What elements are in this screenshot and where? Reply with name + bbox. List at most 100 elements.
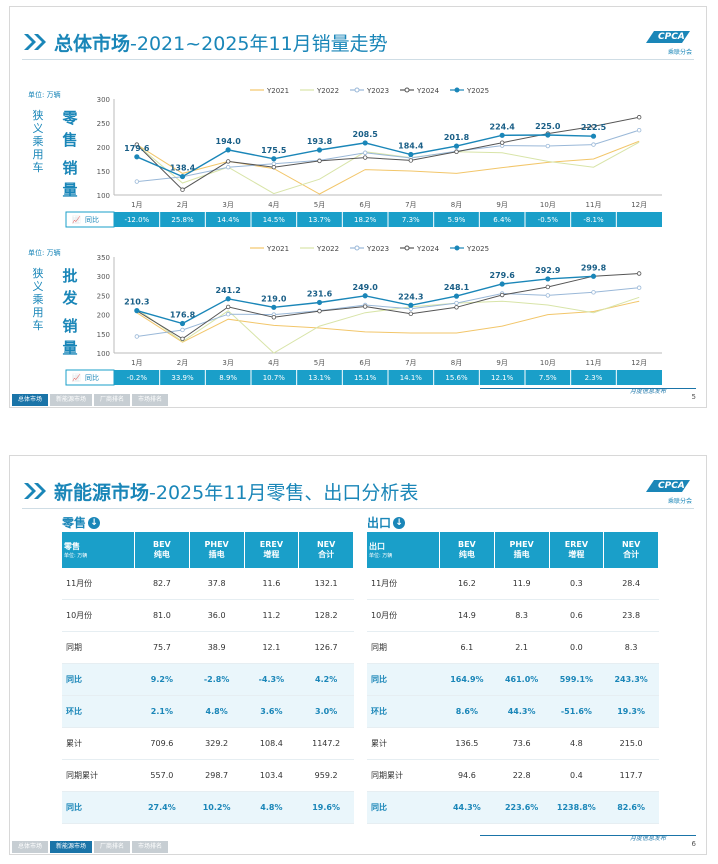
legend-entry: Y2022	[316, 245, 339, 253]
table-cell: 243.3%	[603, 663, 659, 696]
corner-unit: 单位: 万辆	[369, 553, 393, 559]
footer-tab-nev[interactable]: 新能源市场	[50, 394, 93, 406]
footer-tab-nev[interactable]: 新能源市场	[50, 841, 93, 853]
x-tick-label: 5月	[314, 359, 325, 367]
legend-entry: Y2021	[266, 87, 289, 95]
table-cell: 82.6%	[603, 791, 659, 824]
table-cell: 11.6	[244, 568, 299, 600]
table-cell: 82.7	[134, 568, 190, 600]
footer-tab-market-ranking[interactable]: 市场排名	[132, 841, 169, 853]
data-point	[271, 156, 277, 162]
legend-marker	[354, 245, 360, 251]
yoy-value: 15.1%	[354, 374, 377, 382]
data-point	[453, 293, 460, 299]
column-header-en: BEV	[457, 540, 476, 549]
y-tick-label: 200	[97, 144, 110, 152]
data-point	[499, 281, 505, 287]
y-tick-label: 250	[97, 292, 110, 300]
footer-tab-maker-ranking[interactable]: 厂商排名	[94, 841, 131, 853]
yoy-value: 13.1%	[308, 374, 331, 382]
table-cell: 11.2	[244, 599, 299, 632]
data-point	[590, 133, 597, 139]
column-header: NEV 合计	[603, 532, 659, 568]
x-tick-label: 7月	[405, 201, 416, 209]
table-cell: 117.7	[603, 759, 659, 792]
yoy-strip	[66, 212, 662, 227]
yoy-value: 8.9%	[219, 374, 237, 382]
column-header-en: NEV	[621, 540, 641, 549]
table-cell: 0.6	[549, 599, 604, 632]
column-header-en: EREV	[564, 540, 589, 549]
table-cell: 136.5	[439, 727, 495, 760]
table-cell: 3.6%	[244, 695, 299, 728]
column-header-en: BEV	[152, 540, 171, 549]
table-cell: 81.0	[134, 599, 190, 632]
slide-overall-market: 总体市场 -2021~2025年11月销量走势 CPCA 乘联分会 单位: 万辆…	[9, 6, 707, 408]
table-cell: 164.9%	[439, 663, 495, 696]
footer-nav: 总体市场 新能源市场 厂商排名 市场排名	[10, 393, 706, 407]
table-cell: 14.9	[439, 599, 495, 632]
x-tick-label: 6月	[359, 359, 370, 367]
data-label: 279.6	[490, 271, 516, 280]
data-point	[316, 299, 323, 306]
legend-marker	[454, 87, 460, 93]
series-line-y2023	[136, 287, 640, 337]
footer-tab-overall[interactable]: 总体市场	[12, 394, 49, 406]
legend-marker	[354, 87, 360, 93]
legend-marker	[454, 245, 460, 251]
data-point	[225, 159, 231, 164]
table-cell: 4.8	[549, 727, 604, 760]
series-line-y2021	[136, 300, 640, 343]
slide-nev-market: 新能源市场 -2025年11月零售、出口分析表 CPCA 乘联分会 零售 ↓ 出…	[9, 455, 707, 855]
data-point	[362, 304, 368, 309]
series-line-y2021	[136, 140, 640, 195]
table-cell: 0.0	[549, 631, 604, 664]
data-point	[317, 308, 322, 314]
yoy-label-cell	[65, 369, 115, 386]
cpca-logo: CPCA 乘联分会	[644, 478, 692, 505]
footer-tab-maker-ranking[interactable]: 厂商排名	[94, 394, 131, 406]
row-label: 环比	[62, 695, 135, 728]
yoy-label: 同比	[85, 215, 99, 224]
column-header-en: PHEV	[509, 540, 534, 549]
x-tick-label: 4月	[268, 359, 279, 367]
y-tick-label: 200	[97, 312, 110, 320]
data-point	[134, 179, 140, 184]
side-label-char: 用	[33, 306, 44, 319]
footer-tab-overall[interactable]: 总体市场	[12, 841, 49, 853]
table-row: 环比 8.6% 44.3% -51.6% 19.3%	[367, 695, 659, 728]
table-cell: 36.0	[189, 599, 244, 632]
table-row: 同期累计 557.0 298.7 103.4 959.2	[62, 759, 354, 792]
column-header-cn: 插电	[513, 550, 530, 559]
column-header-cn: 插电	[208, 550, 225, 559]
data-point	[545, 276, 551, 282]
data-label: 194.0	[216, 137, 242, 146]
legend-entry: Y2023	[366, 245, 389, 253]
data-label: 292.9	[535, 266, 561, 275]
title-divider	[22, 59, 694, 60]
data-point	[225, 147, 231, 153]
column-header: EREV 增程	[244, 532, 300, 568]
row-label: 同期累计	[367, 759, 440, 792]
table-cell: -51.6%	[549, 695, 604, 728]
data-point	[180, 336, 185, 341]
x-tick-label: 2月	[177, 201, 188, 209]
export-table: 出口 单位: 万辆 BEV 纯电 PHEV 插电 EREV 增程 NEV 合计 11月份 16.2 11…	[367, 532, 659, 824]
table-row: 环比 2.1% 4.8% 3.6% 3.0%	[62, 695, 354, 728]
legend-entry: Y2024	[416, 87, 440, 95]
column-header: NEV 合计	[298, 532, 354, 568]
data-label: 176.8	[170, 311, 196, 320]
yoy-value: 6.4%	[493, 216, 511, 224]
footer-tab-market-ranking[interactable]: 市场排名	[132, 394, 169, 406]
yoy-value: 5.9%	[448, 216, 466, 224]
table-cell: 132.1	[298, 568, 354, 600]
column-header: EREV 增程	[549, 532, 605, 568]
retail-section-text: 零售	[62, 516, 87, 530]
data-point	[454, 300, 459, 306]
series-line-y2022	[136, 141, 640, 195]
corner-unit: 单位: 万辆	[64, 553, 88, 559]
data-point	[134, 154, 140, 160]
table-cell: 1147.2	[298, 727, 354, 760]
data-point	[225, 312, 231, 317]
yoy-trend-icon: 📈	[72, 215, 81, 224]
